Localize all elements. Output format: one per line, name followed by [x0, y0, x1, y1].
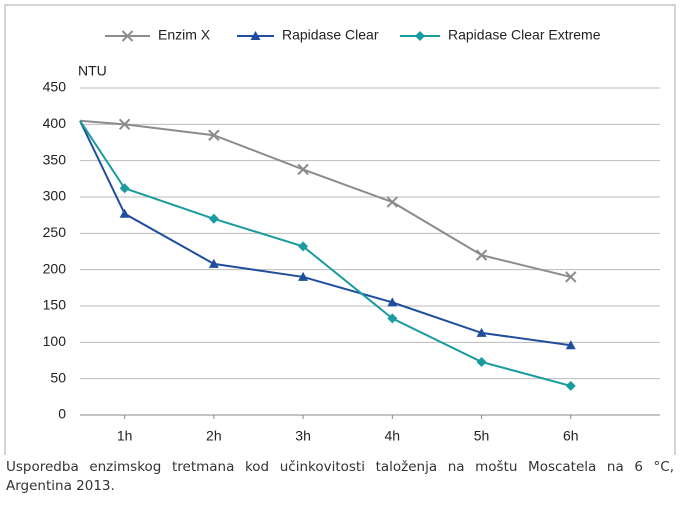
- y-tick-label: 100: [43, 333, 67, 349]
- legend-label: Rapidase Clear Extreme: [448, 27, 601, 43]
- x-tick-label: 1h: [117, 428, 133, 444]
- data-point: [387, 297, 398, 307]
- y-tick-label: 50: [50, 369, 66, 385]
- y-tick-label: 400: [43, 115, 67, 131]
- data-point: [208, 258, 219, 268]
- x-tick-label: 3h: [295, 428, 311, 444]
- legend-marker: [250, 31, 261, 40]
- data-point: [118, 118, 131, 131]
- data-point: [208, 129, 220, 141]
- x-tick-label: 5h: [474, 428, 490, 444]
- y-axis-label: NTU: [78, 63, 107, 79]
- data-point: [475, 249, 488, 261]
- y-tick-label: 450: [43, 79, 67, 95]
- legend-marker: [121, 30, 134, 42]
- x-tick-label: 2h: [206, 428, 222, 444]
- chart: NTU 0 50 100 150 200 250 300 350 400 450 1h 2h 3h 4h 5…: [4, 4, 676, 455]
- data-point: [208, 213, 219, 224]
- data-point: [476, 327, 487, 337]
- data-point: [297, 163, 309, 176]
- data-point: [565, 271, 577, 283]
- caption: Usporedba enzimskog tretmana kod učinkov…: [6, 459, 674, 494]
- data-point: [565, 380, 576, 391]
- data-point: [298, 271, 309, 281]
- y-tick-label: 250: [43, 224, 67, 240]
- legend-label: Rapidase Clear: [282, 27, 379, 43]
- y-tick-label: 200: [43, 260, 67, 276]
- y-tick-label: 150: [43, 297, 67, 313]
- data-point: [119, 183, 130, 194]
- frame: [4, 4, 676, 455]
- y-tick-label: 300: [43, 188, 67, 204]
- data-point: [565, 340, 576, 350]
- y-tick-label: 350: [43, 151, 67, 167]
- data-point: [119, 208, 130, 218]
- data-point: [386, 196, 399, 208]
- data-point: [298, 241, 309, 252]
- legend-marker: [415, 31, 425, 41]
- legend-label: Enzim X: [158, 27, 211, 43]
- y-tick-label: 0: [58, 406, 66, 422]
- x-tick-label: 6h: [563, 428, 579, 444]
- x-tick-label: 4h: [385, 428, 401, 444]
- data-point: [476, 356, 487, 367]
- data-point: [387, 313, 398, 324]
